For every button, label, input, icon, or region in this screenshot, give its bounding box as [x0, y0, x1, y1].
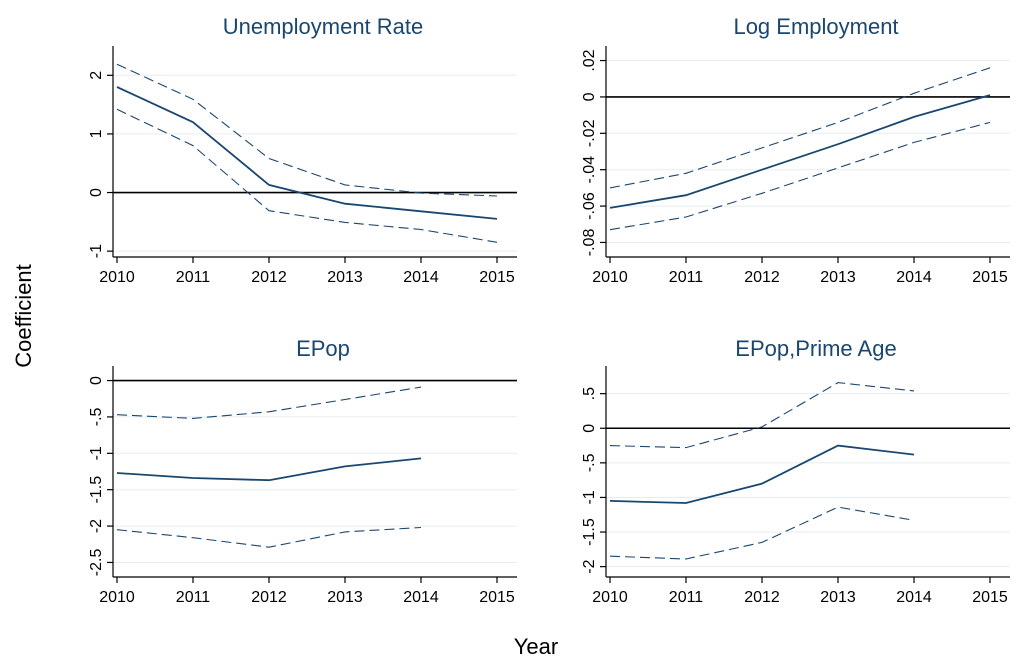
x-tick-label: 2011 — [669, 589, 704, 606]
chart-panel-2: Log Employment -.08 -.06 -.04 -.02 0 .02 2010 20… — [581, 14, 1010, 286]
y-tick-label: -1.5 — [581, 518, 598, 546]
estimate-line — [609, 444, 915, 504]
x-tick-label: 2014 — [403, 269, 439, 286]
x-tick-label: 2014 — [896, 589, 932, 606]
y-tick-label: -.04 — [581, 156, 598, 184]
chart-panel-1: Unemployment Rate -1 0 1 2 2010 2011 2012 2013 20… — [88, 14, 517, 286]
figure-x-axis-label: Year — [514, 634, 558, 659]
chart-panel-4: EPop,Prime Age -2 -1.5 -1 -.5 0 .5 2010 2011 2012… — [581, 336, 1010, 606]
x-tick-label: 2015 — [479, 589, 515, 606]
figure-y-axis-label: Coefficient — [11, 264, 36, 368]
x-tick-label: 2013 — [327, 589, 363, 606]
x-tick-label: 2013 — [820, 269, 856, 286]
x-tick-label: 2014 — [896, 269, 932, 286]
y-tick-label: -.06 — [581, 192, 598, 220]
x-tick-label: 2012 — [744, 589, 780, 606]
y-tick-label: 0 — [88, 376, 105, 385]
chart-title: Log Employment — [733, 14, 898, 39]
y-tick-label: -1 — [88, 244, 105, 258]
x-tick-label: 2010 — [592, 589, 628, 606]
y-tick-label: 1 — [88, 129, 105, 138]
x-tick-label: 2013 — [820, 589, 856, 606]
chart-panels: Unemployment Rate -1 0 1 2 2010 2011 2012 2013 20… — [88, 14, 1010, 606]
x-tick-label: 2015 — [972, 269, 1008, 286]
lower-ci-line — [609, 121, 991, 231]
y-tick-label: -.5 — [581, 453, 598, 472]
x-tick-label: 2012 — [251, 589, 287, 606]
y-tick-label: -1 — [581, 490, 598, 504]
x-tick-label: 2010 — [99, 589, 135, 606]
x-tick-label: 2011 — [176, 269, 211, 286]
x-tick-label: 2015 — [479, 269, 515, 286]
x-tick-label: 2013 — [327, 269, 363, 286]
estimate-line — [609, 94, 991, 209]
upper-ci-line — [116, 386, 422, 419]
chart-title: EPop — [296, 336, 350, 361]
chart-title: EPop,Prime Age — [735, 336, 896, 361]
y-tick-label: -2 — [88, 519, 105, 533]
y-tick-label: -2 — [581, 559, 598, 573]
lower-ci-line — [116, 526, 422, 548]
chart-panel-3: EPop -2.5 -2 -1.5 -1 -.5 0 2010 2011 2012 2013 2014… — [88, 336, 517, 606]
y-tick-label: -2.5 — [88, 549, 105, 577]
y-tick-label: -.02 — [581, 119, 598, 147]
lower-ci-line — [609, 506, 915, 560]
upper-ci-line — [609, 382, 915, 449]
x-tick-label: 2012 — [251, 269, 287, 286]
x-tick-label: 2010 — [99, 269, 135, 286]
lower-ci-line — [116, 108, 498, 243]
y-tick-label: -1.5 — [88, 476, 105, 504]
x-tick-label: 2011 — [176, 589, 211, 606]
x-tick-label: 2015 — [972, 589, 1008, 606]
x-tick-label: 2012 — [744, 269, 780, 286]
y-tick-label: 2 — [88, 71, 105, 80]
y-tick-label: -.5 — [88, 407, 105, 426]
x-tick-label: 2010 — [592, 269, 628, 286]
upper-ci-line — [116, 63, 498, 197]
y-tick-label: .02 — [581, 49, 598, 71]
estimate-line — [116, 457, 422, 482]
y-tick-label: -1 — [88, 446, 105, 460]
x-tick-label: 2011 — [669, 269, 704, 286]
y-tick-label: 0 — [581, 92, 598, 101]
y-tick-label: .5 — [581, 387, 598, 400]
upper-ci-line — [609, 67, 991, 189]
chart-title: Unemployment Rate — [223, 14, 424, 39]
y-tick-label: -.08 — [581, 229, 598, 257]
estimate-line — [116, 86, 498, 220]
y-tick-label: 0 — [88, 188, 105, 197]
y-tick-label: 0 — [581, 424, 598, 433]
x-tick-label: 2014 — [403, 589, 439, 606]
